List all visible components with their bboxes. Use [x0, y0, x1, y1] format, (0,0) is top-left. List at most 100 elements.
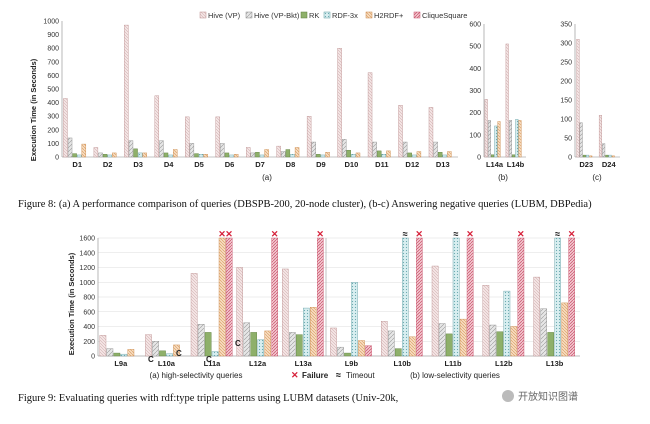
y-tick-label: 200: [47, 127, 59, 134]
bar: [388, 330, 395, 357]
bar: [264, 149, 269, 158]
bar: [229, 154, 234, 158]
bar: [154, 95, 160, 158]
bar: [220, 143, 225, 158]
bar: [452, 237, 460, 357]
bar: [416, 237, 423, 357]
bar: [330, 327, 337, 357]
bar: [250, 332, 258, 357]
bar: [409, 336, 416, 357]
bar: [289, 332, 296, 357]
category-label: L14b: [507, 160, 525, 169]
bar: [276, 145, 281, 158]
y-tick-label: 700: [47, 59, 59, 66]
bar: [561, 302, 568, 357]
timeout-break-icon: ≈: [336, 370, 341, 380]
bar: [358, 340, 365, 357]
figure8-panel-b-label: (b): [498, 173, 508, 182]
timeout-label: Timeout: [346, 371, 375, 380]
y-tick-label: 50: [564, 136, 572, 143]
watermark-text: 开放知识图谱: [518, 390, 578, 403]
bar: [259, 154, 265, 158]
bar: [602, 143, 606, 158]
bar: [163, 152, 169, 158]
category-label: L9b: [345, 359, 359, 368]
category-label: L13a: [295, 359, 313, 368]
bar: [168, 154, 173, 158]
bar: [579, 122, 583, 158]
category-label: D7: [255, 160, 265, 169]
y-tick-label: 100: [47, 141, 59, 148]
bar: [337, 48, 342, 158]
bar: [294, 147, 300, 158]
bar: [487, 120, 491, 158]
bar: [416, 151, 422, 158]
figure9-left-label: (a) high-selectivity queries: [150, 371, 243, 380]
y-tick-label: 0: [55, 155, 59, 162]
category-label: D10: [345, 160, 359, 169]
bar: [137, 152, 143, 158]
failure-x-icon: ✕: [225, 229, 233, 239]
figure8-panel-a-label: (a): [262, 173, 272, 182]
y-tick-label: 600: [469, 22, 481, 29]
bar: [605, 154, 609, 158]
category-label: D13: [436, 160, 450, 169]
bar: [285, 149, 291, 158]
bar: [320, 154, 326, 158]
bar: [271, 237, 279, 357]
bar: [215, 116, 220, 158]
bar: [367, 72, 373, 158]
bar: [218, 237, 226, 357]
bar: [194, 153, 199, 158]
y-tick-label: 300: [560, 41, 572, 48]
legend-swatch-0: [199, 11, 207, 19]
category-label: D3: [133, 160, 143, 169]
bar: [128, 140, 134, 158]
bar: [77, 154, 82, 158]
category-label: D6: [225, 160, 235, 169]
figure9-caption: Figure 9: Evaluating queries with rdf:ty…: [18, 393, 399, 404]
y-tick-label: 200: [83, 339, 95, 346]
bar: [494, 125, 498, 158]
bar: [107, 154, 112, 158]
bar: [540, 308, 547, 357]
bar: [204, 332, 212, 357]
failure-x-icon: ✕: [316, 229, 324, 239]
bar: [72, 153, 77, 158]
legend-label-3: RDF-3x: [332, 11, 358, 20]
bar: [93, 147, 99, 158]
y-tick-label: 500: [469, 44, 481, 51]
bar: [482, 285, 490, 357]
bar: [159, 350, 166, 357]
bar: [554, 237, 561, 357]
bar: [264, 330, 272, 357]
bar: [211, 351, 219, 357]
y-tick-label: 1400: [79, 250, 95, 257]
bar: [582, 154, 586, 158]
bar: [589, 155, 593, 158]
bar: [185, 116, 190, 158]
category-label: D2: [103, 160, 113, 169]
category-label: L14a: [486, 160, 504, 169]
bar: [484, 99, 488, 158]
bar: [81, 143, 87, 158]
timeout-break-icon: ≈: [454, 229, 459, 239]
failure-label: Failure: [302, 371, 329, 380]
bar: [197, 324, 205, 357]
bar: [67, 137, 73, 158]
bar: [243, 322, 251, 357]
bar: [381, 154, 387, 158]
bar: [505, 43, 509, 158]
legend-swatch-4: [365, 11, 373, 19]
bar: [341, 139, 347, 158]
bar: [225, 237, 233, 357]
y-tick-label: 600: [47, 73, 59, 80]
category-label: D24: [602, 160, 617, 169]
bar: [402, 237, 409, 357]
bar: [325, 152, 330, 158]
bar: [159, 140, 164, 158]
bar: [173, 149, 178, 158]
timeout-break-icon: ≈: [403, 229, 408, 239]
bar: [447, 151, 452, 158]
bar: [112, 152, 117, 158]
